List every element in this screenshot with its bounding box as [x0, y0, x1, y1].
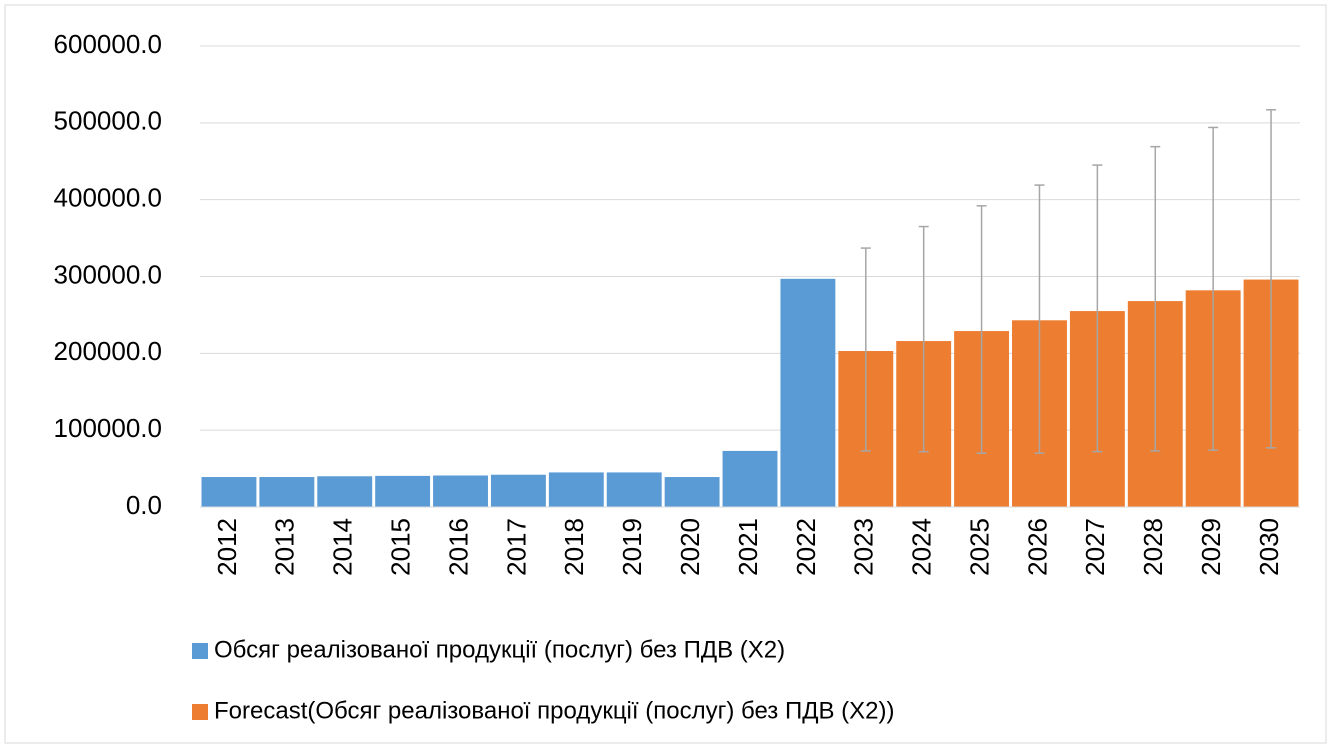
x-tick-label: 2026 — [1022, 518, 1052, 576]
bar — [317, 476, 373, 507]
legend-label: Обсяг реалізованої продукції (послуг) бе… — [214, 636, 785, 663]
y-tick-label: 100000.0 — [54, 413, 162, 443]
bar — [780, 278, 836, 507]
x-tick-label: 2029 — [1196, 518, 1226, 576]
legend-label: Forecast(Обсяг реалізованої продукції (п… — [214, 697, 894, 724]
bar — [722, 450, 778, 507]
x-tick-label: 2017 — [501, 518, 531, 576]
x-tick-label: 2028 — [1138, 518, 1168, 576]
y-tick-label: 400000.0 — [54, 183, 162, 213]
x-tick-label: 2016 — [443, 518, 473, 576]
x-tick-label: 2013 — [270, 518, 300, 576]
bar — [606, 472, 662, 507]
bar — [433, 475, 488, 507]
x-tick-label: 2018 — [559, 518, 589, 576]
y-tick-label: 600000.0 — [54, 29, 162, 59]
bar — [490, 474, 546, 507]
x-tick-label: 2023 — [849, 518, 879, 576]
x-tick-label: 2012 — [212, 518, 242, 576]
bar — [664, 477, 720, 507]
x-tick-label: 2022 — [791, 518, 821, 576]
x-tick-label: 2025 — [964, 518, 994, 576]
legend-swatch — [192, 643, 208, 659]
y-tick-label: 0.0 — [126, 490, 162, 520]
x-tick-label: 2015 — [386, 518, 416, 576]
legend-swatch — [192, 704, 208, 720]
bar — [201, 477, 257, 507]
bar — [259, 477, 315, 507]
x-tick-label: 2024 — [907, 518, 937, 576]
y-tick-label: 300000.0 — [54, 259, 162, 289]
bar — [548, 472, 604, 507]
x-tick-label: 2019 — [617, 518, 647, 576]
y-tick-label: 200000.0 — [54, 336, 162, 366]
x-tick-label: 2014 — [328, 518, 358, 576]
x-tick-label: 2021 — [733, 518, 763, 576]
x-tick-label: 2030 — [1254, 518, 1284, 576]
y-tick-label: 500000.0 — [54, 106, 162, 136]
bar — [375, 475, 431, 507]
x-tick-label: 2020 — [675, 518, 705, 576]
x-tick-label: 2027 — [1080, 518, 1110, 576]
